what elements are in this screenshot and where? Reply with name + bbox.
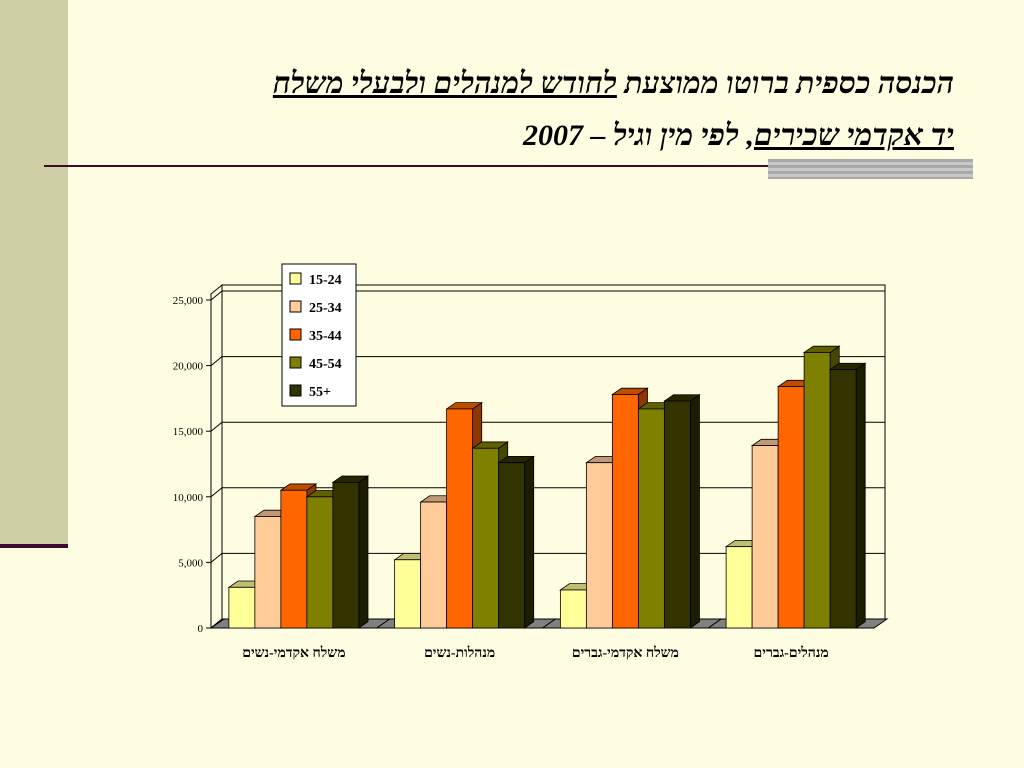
bar-55+: [828, 362, 867, 629]
y-tick-label: 5,000: [178, 557, 203, 569]
bar-side: [689, 393, 700, 629]
x-category-label: משלח אקדמי-נשים: [242, 645, 345, 661]
bar-front: [498, 462, 526, 629]
legend-swatch: [289, 328, 302, 341]
title-line-1-underlined: לחודש למנהלים ולבעלי משלח: [272, 67, 617, 100]
gridline-side: [210, 553, 223, 563]
bar-55+: [663, 393, 701, 629]
title-line-2: יד אקדמי שכירים, לפי מין וגיל – 2007: [54, 110, 954, 162]
legend-label: 15-24: [309, 273, 342, 288]
legend-swatch: [289, 384, 302, 397]
y-tick-label: 10,000: [173, 492, 204, 504]
bar-front: [446, 408, 474, 629]
bar-front: [663, 400, 691, 629]
bar-front: [559, 589, 587, 629]
title-line-1: הכנסה כספית ברוטו ממוצעת לחודש למנהלים ו…: [54, 58, 954, 110]
decorative-grey-bar: [768, 159, 973, 179]
gridline-side: [210, 421, 223, 432]
legend-swatch: [289, 300, 302, 313]
bar-side: [855, 362, 866, 629]
bar-55+: [331, 475, 370, 629]
slide-title: הכנסה כספית ברוטו ממוצעת לחודש למנהלים ו…: [54, 58, 954, 162]
sidebar-underline: [0, 544, 68, 548]
bar-55+: [497, 455, 536, 629]
bar-front: [777, 386, 805, 629]
bar-front: [280, 489, 308, 629]
bar-side: [524, 455, 535, 629]
bar-front: [472, 447, 500, 629]
bar-front: [585, 462, 613, 629]
gridline-side: [210, 290, 223, 301]
bar-front: [751, 445, 779, 629]
bar-side: [358, 475, 369, 629]
plot-left-wall: [210, 283, 223, 630]
legend-swatch: [289, 272, 302, 285]
bar-front: [637, 408, 665, 629]
bar-45-54: [802, 345, 841, 629]
title-line-2-underlined: יד אקדמי שכירים: [753, 119, 954, 152]
bar-front: [228, 586, 256, 629]
legend-swatch: [289, 356, 302, 369]
sidebar-decoration: [0, 0, 68, 545]
x-category-label: מנהלים-גברים: [754, 645, 829, 661]
bar-front: [829, 369, 857, 629]
y-tick-label: 20,000: [173, 361, 204, 373]
bar-front: [420, 501, 448, 629]
legend-label: 55+: [309, 385, 331, 400]
y-tick-label: 0: [198, 623, 204, 635]
x-category-label: משלח אקדמי-גברים: [572, 645, 679, 661]
title-line-1-plain: הכנסה כספית ברוטו ממוצעת: [616, 67, 954, 100]
bar-front: [611, 394, 639, 629]
title-line-2-plain: , לפי מין וגיל – 2007: [522, 119, 754, 152]
legend-label: 45-54: [309, 357, 342, 372]
bar-front: [306, 496, 334, 629]
legend-label: 35-44: [309, 329, 342, 344]
title-rule: [44, 165, 973, 167]
bar-front: [332, 481, 360, 629]
x-category-label: מנהלות-נשים: [424, 645, 495, 661]
gridline-side: [210, 356, 223, 366]
bar-front: [254, 516, 282, 629]
bar-front: [725, 546, 753, 629]
legend-label: 25-34: [309, 301, 342, 316]
y-tick-label: 15,000: [173, 426, 204, 438]
bar-front: [394, 559, 422, 629]
gridline-side: [210, 487, 223, 498]
y-tick-label: 25,000: [173, 295, 204, 307]
bar-15-24: [724, 539, 763, 629]
bar-front: [803, 352, 831, 629]
